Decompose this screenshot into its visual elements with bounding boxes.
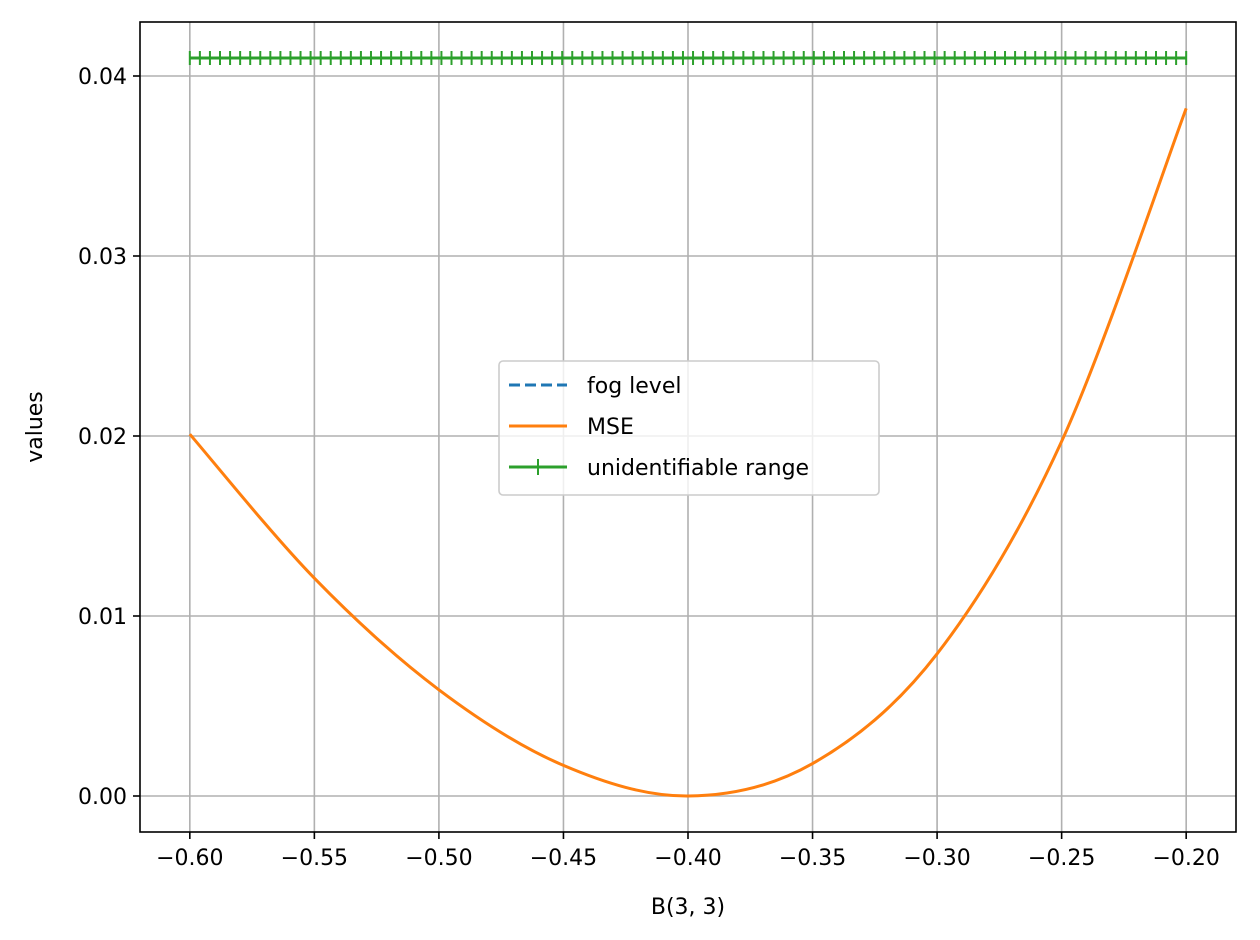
x-axis: −0.60 −0.55 −0.50 −0.45 −0.40 −0.35 −0.30 −0.25… xyxy=(156,832,1220,871)
y-tick-label: 0.04 xyxy=(78,65,127,90)
x-axis-label: B(3, 3) xyxy=(651,895,725,920)
y-tick-label: 0.03 xyxy=(78,245,127,270)
y-tick-label: 0.02 xyxy=(78,425,127,450)
legend-box xyxy=(498,360,880,496)
legend-label-fog-level: fog level xyxy=(587,374,681,399)
legend-item-mse: MSE xyxy=(509,415,634,440)
x-tick-label: −0.25 xyxy=(1028,846,1095,871)
y-axis: 0.00 0.01 0.02 0.03 0.04 xyxy=(78,65,140,810)
series-line-mse xyxy=(188,107,1188,798)
x-tick-label: −0.35 xyxy=(779,846,846,871)
x-tick-label: −0.60 xyxy=(156,846,223,871)
y-tick-label: 0.01 xyxy=(78,605,127,630)
x-tick-label: −0.30 xyxy=(903,846,970,871)
x-tick-label: −0.55 xyxy=(281,846,348,871)
legend-label-unidentifiable-range: unidentifiable range xyxy=(587,456,809,481)
legend-item-unidentifiable-range: unidentifiable range xyxy=(509,456,809,481)
plot-series xyxy=(188,51,1188,798)
x-tick-label: −0.45 xyxy=(530,846,597,871)
legend: fog level MSE unidentifiable range xyxy=(498,360,880,496)
x-tick-label: −0.50 xyxy=(405,846,472,871)
legend-label-mse: MSE xyxy=(587,415,634,440)
x-tick-label: −0.20 xyxy=(1152,846,1219,871)
legend-item-fog-level: fog level xyxy=(509,374,681,399)
y-tick-label: 0.00 xyxy=(78,785,127,810)
x-tick-label: −0.40 xyxy=(654,846,721,871)
y-axis-label: values xyxy=(23,391,48,463)
